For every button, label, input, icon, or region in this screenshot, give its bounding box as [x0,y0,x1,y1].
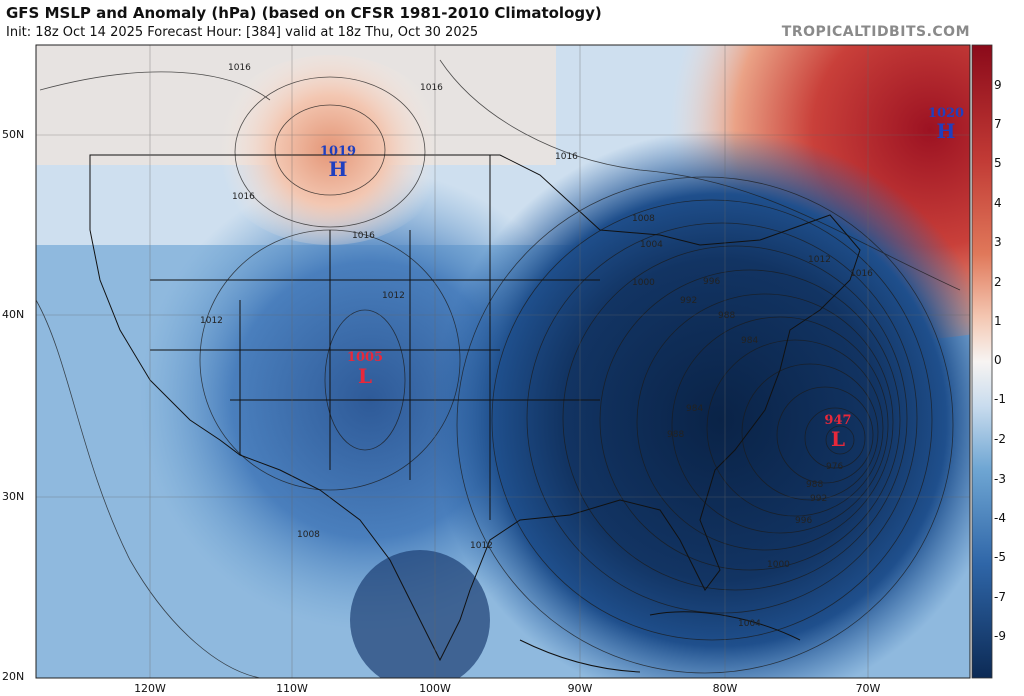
colorbar-label: -4 [994,511,1006,525]
isobar-label: 1016 [850,269,873,279]
high-center-letter: H [937,119,956,143]
colorbar-label: 1 [994,314,1002,328]
boundaries [89,154,861,673]
map-subtitle: Init: 18z Oct 14 2025 Forecast Hour: [38… [6,25,479,40]
isobar-label: 1012 [382,291,405,301]
isobar-label: 1016 [232,192,255,202]
isobar-label: 1016 [555,152,578,162]
isobar-label: 1012 [470,541,493,551]
lon-label: 90W [567,682,593,695]
map-title: GFS MSLP and Anomaly (hPa) (based on CFS… [6,4,602,22]
isobar-label: 996 [703,277,720,287]
isobar-label: 988 [806,480,823,490]
colorbar-label: 9 [994,78,1002,92]
isobar-label: 1008 [297,530,320,540]
isobar-label: 992 [680,296,697,306]
isobar-label: 984 [686,404,703,414]
lon-label: 110W [276,682,308,695]
low-center-letter: L [831,427,845,451]
colorbar [971,44,993,679]
high-center-value: 1019 [320,144,356,159]
isobar-label: 996 [795,516,812,526]
high-center-value: 1020 [928,106,964,121]
colorbar-label: -2 [994,432,1006,446]
isobars [36,59,961,678]
colorbar-label: -9 [994,629,1006,643]
colorbar-label: -7 [994,590,1006,604]
colorbar-label: 7 [994,117,1002,131]
lon-label: 100W [419,682,451,695]
isobar-label: 1008 [632,214,655,224]
graticule [36,45,970,678]
anomaly-field: 1016 1016 1016 1016 1016 1016 1012 1012 … [36,45,970,678]
lon-label: 70W [855,682,881,695]
lat-label: 30N [2,490,25,503]
colorbar-label: -3 [994,472,1006,486]
colorbar-label: 5 [994,156,1002,170]
isobar-label: 984 [741,336,758,346]
site-credit: TROPICALTIDBITS.COM [781,24,970,40]
isobar-label: 1000 [767,560,790,570]
low-center-value: 1005 [347,350,383,365]
isobar-label: 1000 [632,278,655,288]
colorbar-label: -1 [994,392,1006,406]
lat-label: 40N [2,308,25,321]
colorbar-label: 4 [994,196,1002,210]
lat-label: 50N [2,128,25,141]
lon-label: 120W [134,682,166,695]
isobar-label: 992 [810,494,827,504]
isobar-label: 1004 [738,619,761,629]
isobar-label: 1016 [228,63,251,73]
isobar-label: 1012 [808,255,831,265]
colorbar-label: 2 [994,275,1002,289]
isobar-label: 1016 [420,83,443,93]
lon-label: 80W [712,682,738,695]
isobar-label: 1012 [200,316,223,326]
isobar-label: 1004 [640,240,663,250]
isobar-label: 1016 [352,231,375,241]
isobar-label: 976 [826,462,843,472]
colorbar-label: 3 [994,235,1002,249]
isobar-label: 988 [667,430,684,440]
lat-label: 20N [2,670,25,683]
pressure-centers: 1019 H 1020 H 1005 L 947 L [320,106,964,451]
colorbar-label: -5 [994,550,1006,564]
isobar-label: 988 [718,311,735,321]
colorbar-label: 0 [994,353,1002,367]
low-center-value: 947 [824,413,851,428]
isobar-labels: 1016 1016 1016 1016 1016 1016 1012 1012 … [200,63,873,629]
low-center-letter: L [358,364,372,388]
high-center-letter: H [329,157,348,181]
